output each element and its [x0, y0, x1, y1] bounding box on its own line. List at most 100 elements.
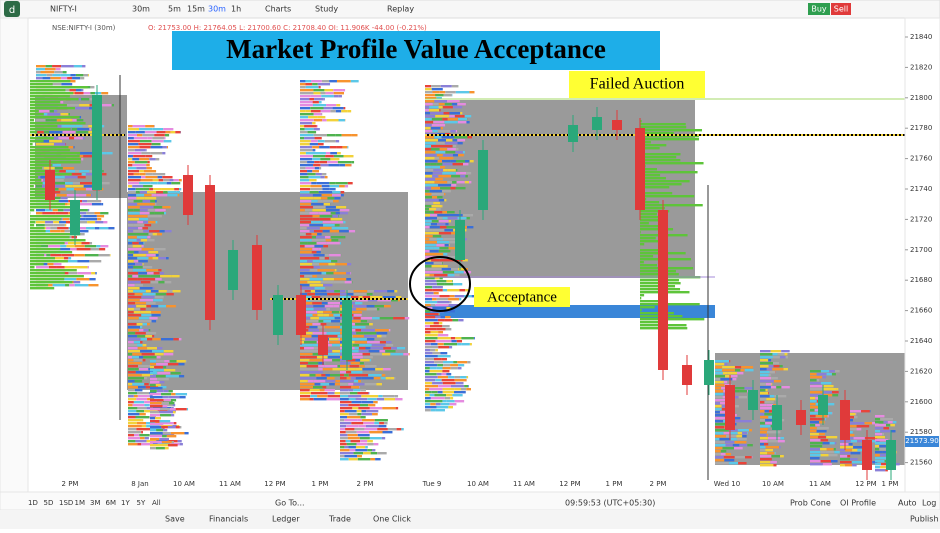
profile-block: [640, 228, 673, 230]
profile-block: [823, 385, 833, 387]
profile-block: [828, 415, 829, 417]
range-button[interactable]: 1SD: [59, 499, 73, 507]
range-button[interactable]: 1M: [75, 499, 86, 507]
profile-block: [300, 230, 310, 232]
profile-block: [640, 309, 642, 311]
profile-block: [150, 417, 155, 419]
profile-block: [430, 112, 443, 114]
study-button[interactable]: Study: [315, 5, 338, 14]
buy-button[interactable]: Buy: [811, 5, 827, 14]
profile-block: [74, 137, 83, 139]
time-label: 10 AM: [467, 480, 489, 488]
profile-block: [357, 413, 361, 415]
profile-block: [333, 89, 342, 91]
range-button[interactable]: 5D: [44, 499, 54, 507]
range-button[interactable]: 3M: [90, 499, 101, 507]
profile-block: [773, 365, 779, 367]
profile-block: [366, 344, 372, 346]
profile-block: [343, 221, 345, 223]
publish-button[interactable]: Publish: [910, 515, 939, 524]
profile-block: [85, 254, 99, 256]
profile-block: [305, 83, 312, 85]
profile-block: [136, 428, 150, 430]
range-button[interactable]: All: [152, 499, 161, 507]
profile-block: [425, 364, 437, 366]
interval-option[interactable]: 1h: [231, 5, 241, 14]
log-toggle[interactable]: Log: [922, 499, 936, 508]
profile-block: [317, 314, 323, 316]
auto-toggle[interactable]: Auto: [898, 499, 917, 508]
price-label: 21720: [910, 215, 932, 223]
range-button[interactable]: 5Y: [137, 499, 146, 507]
replay-button[interactable]: Replay: [387, 5, 414, 14]
profile-block: [439, 124, 445, 126]
profile-block: [640, 225, 658, 227]
candle: [704, 360, 714, 385]
profile-block: [300, 131, 308, 133]
profile-block: [309, 176, 321, 178]
profile-block: [132, 383, 144, 385]
profile-block: [128, 158, 132, 160]
charts-button[interactable]: Charts: [265, 5, 291, 14]
profile-block: [306, 167, 315, 169]
profile-block: [377, 398, 384, 400]
profile-block: [875, 439, 887, 441]
interval[interactable]: 30m: [132, 5, 150, 14]
profile-block: [300, 101, 313, 103]
financials-button[interactable]: Financials: [209, 515, 248, 524]
range-button[interactable]: 6M: [106, 499, 117, 507]
save-button[interactable]: Save: [165, 515, 185, 524]
profile-block: [307, 281, 320, 283]
profile-block: [310, 284, 324, 286]
profile-block: [36, 131, 44, 133]
profile-block: [715, 363, 720, 365]
one-click-button[interactable]: One Click: [373, 515, 411, 524]
profile-block: [425, 235, 433, 237]
symbol[interactable]: NIFTY-I: [50, 5, 77, 14]
sell-button[interactable]: Sell: [834, 5, 848, 14]
range-button[interactable]: 1Y: [121, 499, 130, 507]
profile-block: [128, 296, 141, 298]
profile-block: [405, 317, 409, 319]
prob-cone[interactable]: Prob Cone: [790, 499, 831, 508]
ledger-button[interactable]: Ledger: [272, 515, 300, 524]
oi-profile[interactable]: OI Profile: [840, 499, 876, 508]
last-price: 21573.90: [905, 437, 938, 445]
profile-block: [139, 251, 149, 253]
profile-block: [381, 335, 386, 337]
interval-option[interactable]: 5m: [168, 5, 181, 14]
profile-block: [443, 253, 447, 255]
range-button[interactable]: 1D: [28, 499, 38, 507]
profile-block: [448, 217, 458, 219]
profile-block: [781, 350, 790, 352]
profile-block: [164, 212, 166, 214]
profile-block: [342, 134, 352, 136]
profile-block: [300, 344, 313, 346]
profile-block: [72, 185, 84, 187]
trade-button[interactable]: Trade: [328, 515, 351, 524]
profile-block: [766, 404, 773, 406]
profile-block: [45, 224, 54, 226]
profile-block: [349, 389, 353, 391]
profile-block: [330, 146, 337, 148]
profile-block: [309, 326, 317, 328]
interval-option[interactable]: 15m: [187, 5, 205, 14]
goto[interactable]: Go To...: [275, 499, 305, 508]
profile-block: [346, 440, 351, 442]
profile-block: [458, 154, 464, 156]
profile-block: [425, 181, 434, 183]
profile-block: [30, 155, 80, 157]
profile-block: [425, 268, 432, 270]
profile-block: [307, 293, 315, 295]
profile-block: [397, 347, 405, 349]
profile-block: [425, 178, 435, 180]
profile-block: [425, 376, 438, 378]
profile-block: [449, 346, 452, 348]
profile-block: [450, 130, 455, 132]
interval-option[interactable]: 30m: [208, 5, 226, 14]
profile-block: [817, 430, 827, 432]
profile-block: [141, 338, 147, 340]
profile-block: [136, 167, 146, 169]
profile-block: [300, 170, 307, 172]
profile-block: [150, 399, 164, 401]
